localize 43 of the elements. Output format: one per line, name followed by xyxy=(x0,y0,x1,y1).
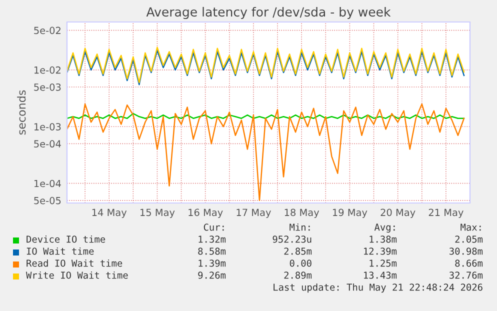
text: 0.00 xyxy=(290,260,312,267)
legend-label: Read IO Wait time xyxy=(26,259,122,267)
text: 1.39m xyxy=(198,260,226,267)
text: 1.32m xyxy=(198,236,226,243)
legend-label: IO Wait time xyxy=(26,247,94,255)
text: 2.05m xyxy=(455,236,483,243)
x-tick-label: 16 May xyxy=(188,208,223,218)
text: 952.23u xyxy=(272,236,312,243)
text: Cur: xyxy=(204,224,224,231)
y-tick-label: 5e-05 xyxy=(34,196,61,204)
text: 12.39m xyxy=(364,248,397,255)
x-tick-label: 19 May xyxy=(332,208,368,218)
text: 9.26m xyxy=(198,272,226,279)
text: Min: xyxy=(290,223,310,231)
y-tick-label: 1e-02 xyxy=(34,66,60,74)
y-tick-label: 5e-02 xyxy=(34,26,60,34)
chart-title: Average latency for /dev/sda - by week xyxy=(146,6,391,20)
x-tick-label: 15 May xyxy=(140,208,175,218)
text: Max: xyxy=(460,224,481,231)
text: 30.98m xyxy=(450,248,483,255)
x-tick-label: 21 May xyxy=(428,208,464,218)
y-tick-label: 1e-03 xyxy=(34,123,61,130)
y-tick-label: 1e-04 xyxy=(34,180,61,188)
text: 13.43m xyxy=(364,272,397,279)
text: Last update: Thu May 21 22:48:24 2026 xyxy=(274,283,482,293)
legend-label: Write IO Wait time xyxy=(26,271,128,279)
text: 1.38m xyxy=(370,236,397,243)
x-tick-label: 17 May xyxy=(236,208,271,218)
text: Avg: xyxy=(374,224,395,233)
text: 2.85m xyxy=(284,248,312,255)
x-tick-label: 20 May xyxy=(380,208,416,218)
x-tick-label: 18 May xyxy=(284,208,320,218)
y-tick-label: 5e-03 xyxy=(34,83,61,91)
line-series xyxy=(67,103,465,202)
x-tick-label: 14 May xyxy=(92,208,127,218)
text: 8.66m xyxy=(455,260,483,267)
text: 32.76m xyxy=(450,272,483,279)
text: 2.89m xyxy=(284,272,312,279)
text: 1.25m xyxy=(370,260,397,267)
y-tick-label: 5e-04 xyxy=(34,140,61,148)
text: 8.58m xyxy=(198,248,226,255)
legend-label: Device IO time xyxy=(26,235,106,243)
y-axis-title: seconds xyxy=(17,90,26,135)
